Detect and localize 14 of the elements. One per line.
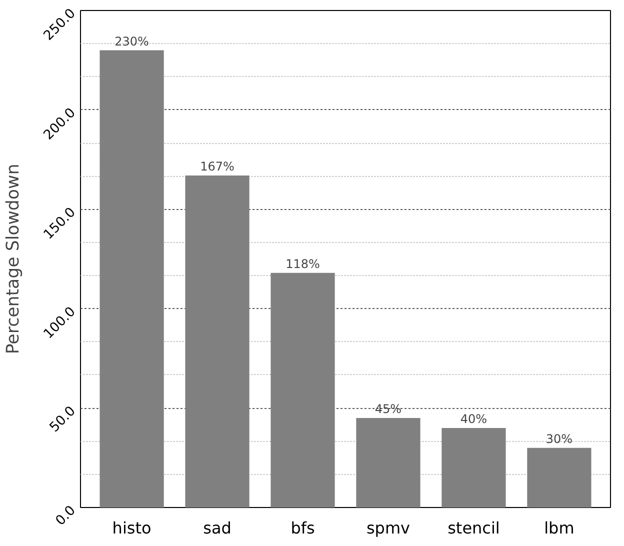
x-tick-label: lbm xyxy=(544,518,574,538)
data-label: 45% xyxy=(374,402,402,416)
data-label: 167% xyxy=(200,160,234,174)
data-label: 30% xyxy=(546,432,573,446)
x-tick-label: stencil xyxy=(448,518,500,538)
x-tick-label: sad xyxy=(203,518,232,538)
x-tick-label: spmv xyxy=(366,518,410,538)
data-label: 40% xyxy=(460,412,488,426)
data-label: 230% xyxy=(114,34,149,48)
x-tick-label: bfs xyxy=(290,518,315,538)
y-axis-title: Percentage Slowdown xyxy=(3,164,24,354)
y-tick-label: 0.0 xyxy=(53,503,79,529)
data-label: 118% xyxy=(286,256,320,271)
x-tick-label: histo xyxy=(112,518,152,538)
